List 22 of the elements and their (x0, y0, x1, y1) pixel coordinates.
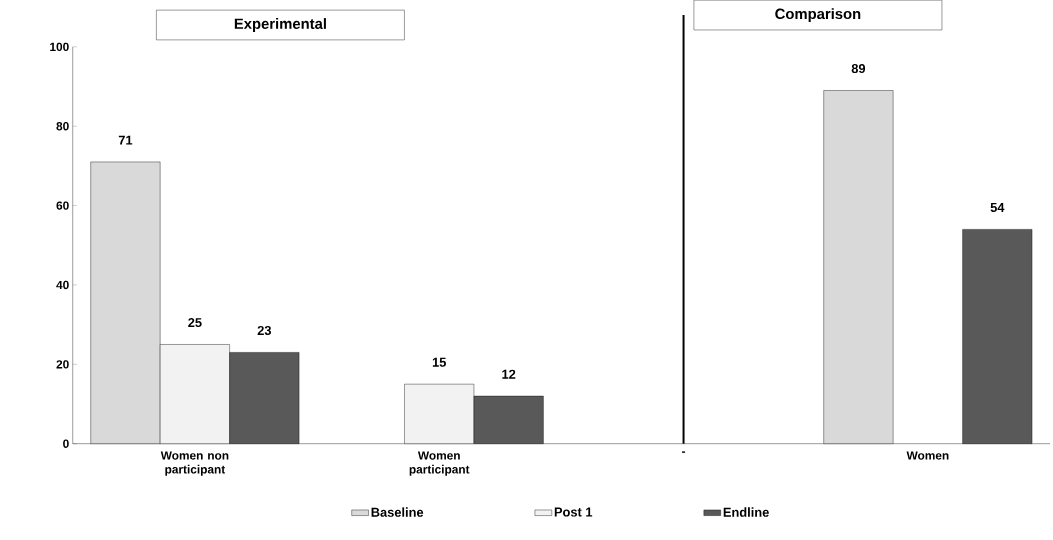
legend-label: Endline (723, 507, 769, 517)
data-label: 71 (118, 135, 133, 145)
data-label: 23 (257, 325, 272, 336)
text: Experimental (234, 18, 326, 32)
x-tick-label: Women participant (409, 451, 470, 476)
y-tick-label: 0 (63, 439, 69, 448)
legend-label: Post 1 (554, 507, 593, 517)
data-label: 89 (851, 64, 866, 74)
data-label: 54 (990, 203, 1005, 213)
y-tick-label: 100 (50, 42, 69, 52)
x-tick-label: - (682, 451, 686, 453)
y-tick-label: 60 (56, 201, 69, 210)
text: Comparison (775, 8, 861, 23)
y-tick-label: 40 (56, 280, 69, 290)
x-tick-label: Women (906, 451, 949, 460)
y-tick-label: 20 (56, 360, 69, 369)
data-label: 25 (188, 318, 202, 328)
data-label: 15 (432, 357, 447, 367)
data-label: 12 (502, 369, 516, 379)
y-tick-label: 80 (56, 122, 69, 131)
legend-label: Baseline (371, 507, 424, 517)
x-tick-label: Women non participant (160, 451, 229, 476)
